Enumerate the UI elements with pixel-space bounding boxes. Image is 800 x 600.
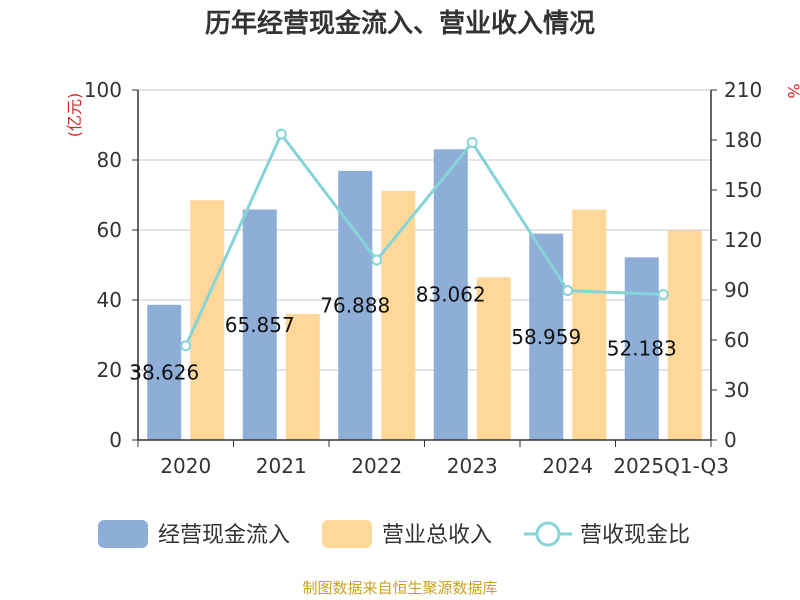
ratio-line — [184, 131, 664, 347]
y-right-tick-label: 30 — [724, 378, 749, 402]
y-right-unit: % — [784, 83, 800, 98]
data-label-cash-inflow: 38.626 — [129, 360, 199, 384]
y-right-tick-label: 60 — [724, 328, 749, 352]
y-right-tick-label: 150 — [724, 178, 762, 202]
bar-cash-inflow — [242, 209, 277, 440]
data-label-cash-inflow: 83.062 — [416, 283, 486, 307]
y-right-tick-label: 180 — [724, 128, 762, 152]
bar-revenue — [190, 200, 225, 440]
source-note: 制图数据来自恒生聚源数据库 — [302, 579, 497, 597]
y-left-unit: (亿元) — [65, 93, 84, 138]
ratio-point — [371, 254, 383, 266]
bar-cash-inflow — [147, 304, 182, 440]
ratio-point — [466, 137, 478, 148]
x-tick-label: 2025Q1-Q3 — [613, 454, 729, 478]
bar-revenue — [285, 314, 320, 440]
x-tick-label: 2021 — [256, 454, 307, 478]
legend-label: 营收现金比 — [580, 523, 690, 548]
bar-revenue — [476, 277, 511, 440]
data-label-cash-inflow: 65.857 — [225, 313, 295, 337]
legend-swatch — [322, 520, 372, 548]
x-tick-label: 2020 — [160, 454, 211, 478]
y-left-tick-label: 40 — [97, 288, 122, 312]
bar-cash-inflow — [529, 233, 564, 440]
y-right-tick-label: 0 — [724, 428, 737, 452]
y-right-tick-label: 210 — [724, 78, 762, 102]
x-tick-label: 2022 — [351, 454, 402, 478]
ratio-point — [657, 289, 669, 300]
bar-cash-inflow — [433, 149, 468, 440]
data-label-cash-inflow: 76.888 — [320, 293, 390, 317]
ratio-point — [275, 128, 287, 140]
chart-title: 历年经营现金流入、营业收入情况 — [205, 8, 595, 39]
y-left-tick-label: 80 — [97, 148, 122, 172]
y-left-tick-label: 0 — [109, 428, 122, 452]
bar-revenue — [667, 230, 702, 440]
y-right-tick-label: 120 — [724, 228, 762, 252]
ratio-point — [180, 340, 192, 352]
legend-swatch — [98, 520, 148, 548]
y-right-tick-label: 90 — [724, 278, 749, 302]
data-label-cash-inflow: 52.183 — [607, 337, 677, 361]
y-left-tick-label: 60 — [97, 218, 122, 242]
bar-revenue — [572, 209, 607, 440]
legend-label: 经营现金流入 — [158, 523, 290, 548]
y-left-tick-label: 100 — [84, 78, 122, 102]
y-left-tick-label: 20 — [97, 358, 122, 382]
bar-cash-inflow — [624, 257, 659, 440]
legend-marker — [535, 521, 561, 547]
data-label-cash-inflow: 58.959 — [511, 325, 581, 349]
ratio-point — [562, 285, 574, 297]
legend-label: 营业总收入 — [382, 523, 492, 548]
x-tick-label: 2023 — [447, 454, 498, 478]
x-tick-label: 2024 — [542, 454, 593, 478]
